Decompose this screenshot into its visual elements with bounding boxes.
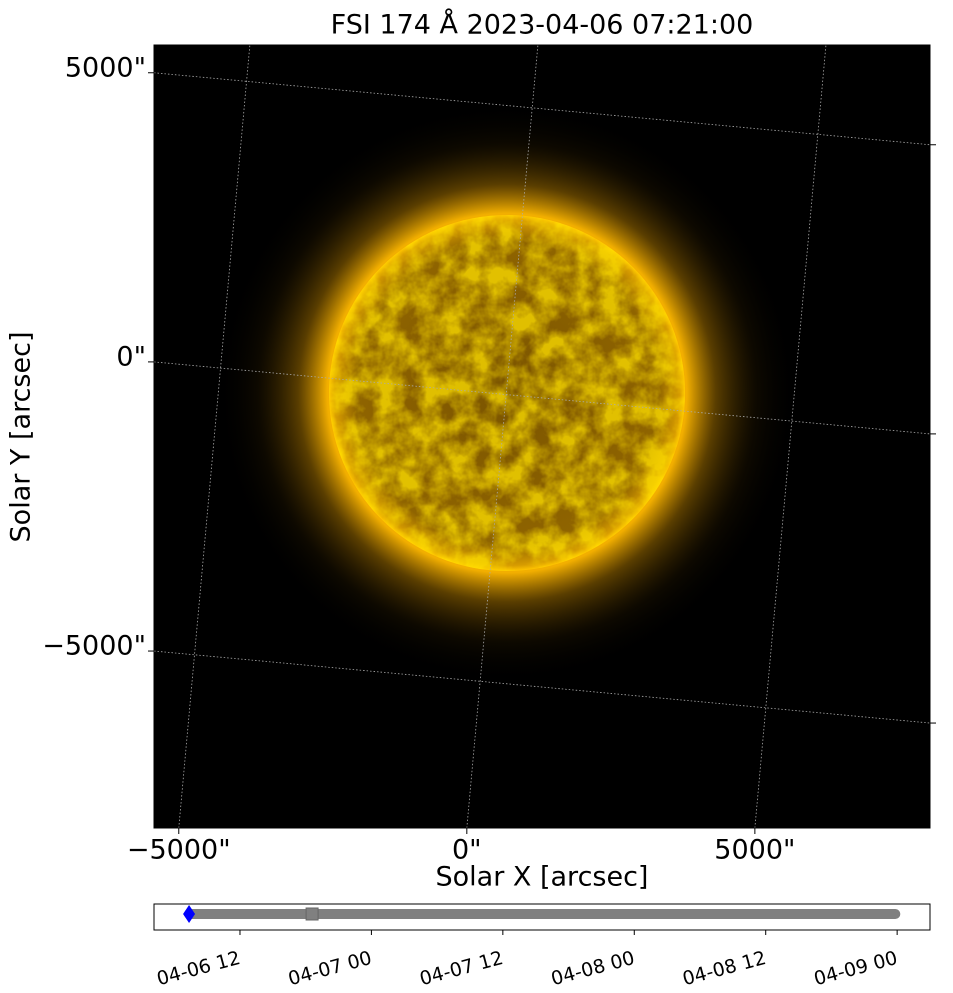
sun — [217, 103, 797, 683]
grid-line — [154, 650, 930, 724]
time-tick-label: 04-06 12 — [154, 947, 242, 990]
time-tick-label: 04-07 12 — [417, 947, 505, 990]
time-tick-label: 04-07 00 — [286, 947, 374, 990]
y-tick-label: 5000" — [65, 52, 146, 83]
disk-texture — [329, 215, 685, 571]
grid — [154, 45, 930, 828]
x-tick-label: 5000" — [714, 835, 795, 866]
x-tick-label: 0" — [452, 835, 482, 866]
current-frame — [183, 905, 196, 923]
grid-line — [154, 72, 930, 146]
y-tick-label: −5000" — [42, 631, 146, 662]
x-axis-label: Solar X [arcsec] — [436, 862, 649, 893]
frame-marker — [305, 907, 319, 921]
y-tick-label: 0" — [116, 341, 146, 372]
grid-line — [154, 361, 930, 435]
time-tick-label: 04-08 12 — [680, 947, 768, 990]
time-tick-label: 04-09 00 — [812, 947, 900, 990]
timeline-frame — [153, 903, 931, 931]
x-tick-label: −5000" — [127, 835, 231, 866]
time-tick-label: 04-08 00 — [549, 947, 637, 990]
axes-frame — [153, 44, 931, 829]
y-axis-label: Solar Y [arcsec] — [6, 332, 37, 543]
chart-title: FSI 174 Å 2023-04-06 07:21:00 — [331, 9, 754, 41]
